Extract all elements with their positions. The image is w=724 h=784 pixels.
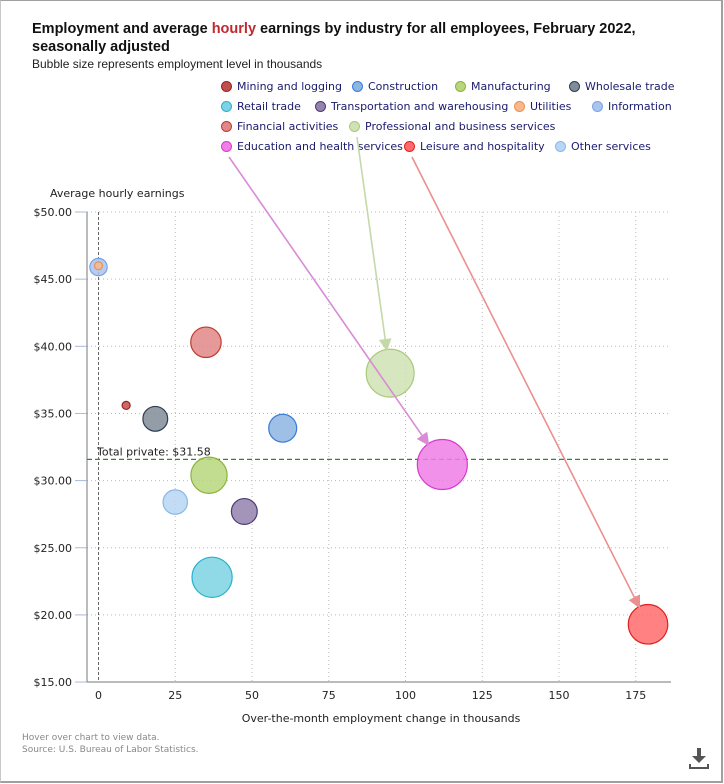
bubble-education-and-health-services[interactable] [416,438,468,491]
legend-label: Utilities [530,100,572,113]
legend-label: Education and health services [237,140,403,153]
legend-label: Information [608,100,672,113]
y-tick-label: $50.00 [34,206,73,219]
legend-label: Leisure and hospitality [420,140,545,153]
title-text-after: earnings by industry for all employees, … [32,21,636,55]
legend-label: Transportation and warehousing [331,100,509,113]
x-tick-label: 0 [95,689,102,702]
bubble-transportation-and-warehousing[interactable] [230,497,258,525]
legend-marker-icon [592,101,603,112]
legend-label: Financial activities [237,120,339,133]
bubble-construction[interactable] [268,413,298,443]
x-tick-label: 175 [625,689,646,702]
y-axis-label: Average hourly earnings [50,187,185,200]
chart-title: Employment and average hourly earnings b… [32,20,672,56]
y-tick-label: $35.00 [34,407,73,420]
legend-item-professional-and-business-services[interactable]: Professional and business services [349,120,555,133]
bubble-utilities[interactable] [93,261,104,271]
hover-note: Hover over chart to view data. [22,733,160,743]
legend-label: Other services [571,140,651,153]
y-tick-label: $15.00 [34,676,73,689]
legend-marker-icon [352,81,363,92]
legend-item-financial-activities[interactable]: Financial activities [221,120,338,133]
legend-label: Professional and business services [365,120,556,133]
source-note: Source: U.S. Bureau of Labor Statistics. [22,745,199,755]
x-tick-label: 125 [472,689,493,702]
bubble-retail-trade[interactable] [191,556,233,598]
legend-label: Construction [368,80,439,93]
y-tick-label: $30.00 [34,475,73,488]
bubble-manufacturing[interactable] [190,456,228,494]
x-tick-label: 25 [168,689,182,702]
title-highlight: hourly [211,21,257,37]
legend-item-information[interactable]: Information [592,100,672,113]
y-tick-label: $40.00 [34,340,73,353]
legend-marker-icon [221,81,232,92]
bubble-leisure-and-hospitality[interactable] [627,603,669,645]
legend-item-transportation-and-warehousing[interactable]: Transportation and warehousing [315,100,508,113]
legend-marker-icon [514,101,525,112]
x-tick-label: 75 [322,689,336,702]
legend-item-leisure-and-hospitality[interactable]: Leisure and hospitality [404,140,545,153]
y-tick-label: $25.00 [34,542,73,555]
y-tick-label: $45.00 [34,273,73,286]
legend-item-manufacturing[interactable]: Manufacturing [455,80,551,93]
legend-item-education-and-health-services[interactable]: Education and health services [221,140,403,153]
annotation-arrow [356,136,392,352]
bubble-wholesale-trade[interactable] [142,405,169,432]
legend-label: Mining and logging [237,80,342,93]
legend-marker-icon [569,81,580,92]
legend-item-utilities[interactable]: Utilities [514,100,571,113]
y-tick-label: $20.00 [34,609,73,622]
reference-line-label: Total private: $31.58 [96,445,211,458]
bubble-financial-activities[interactable] [190,326,222,359]
x-tick-label: 150 [549,689,570,702]
legend-item-mining-and-logging[interactable]: Mining and logging [221,80,342,93]
legend-marker-icon [221,101,232,112]
legend-label: Retail trade [237,100,301,113]
legend-marker-icon [221,121,232,132]
legend-marker-icon [315,101,326,112]
legend-marker-icon [455,81,466,92]
legend-item-construction[interactable]: Construction [352,80,438,93]
legend-item-other-services[interactable]: Other services [555,140,651,153]
legend-label: Manufacturing [471,80,551,93]
legend-marker-icon [555,141,566,152]
bubble-other-services[interactable] [162,489,189,515]
bubble-mining-and-logging[interactable] [121,400,131,411]
legend-marker-icon [221,141,232,152]
legend-marker-icon [404,141,415,152]
x-tick-label: 50 [245,689,259,702]
download-icon [689,748,709,769]
legend-marker-icon [349,121,360,132]
legend-label: Wholesale trade [585,80,675,93]
x-axis-label: Over-the-month employment change in thou… [242,712,521,725]
title-text-before: Employment and average [32,21,212,37]
annotation-arrow [411,156,641,609]
legend-item-wholesale-trade[interactable]: Wholesale trade [569,80,675,93]
chart-subtitle: Bubble size represents employment level … [32,57,323,71]
legend-item-retail-trade[interactable]: Retail trade [221,100,301,113]
download-button[interactable] [688,746,710,770]
annotation-arrow [228,156,430,446]
x-tick-label: 100 [395,689,416,702]
